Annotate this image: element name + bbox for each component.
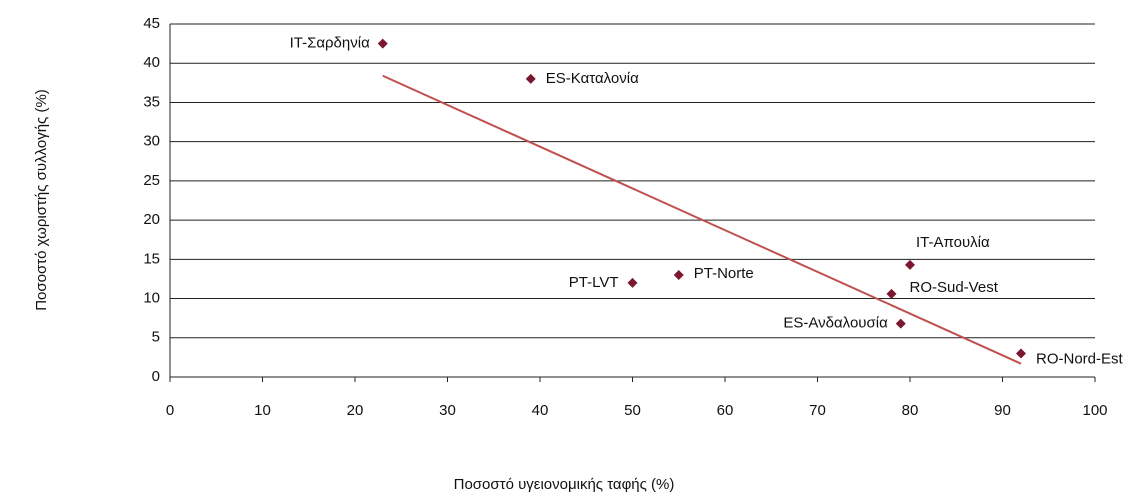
x-axis-label: Ποσοστό υγειονομικής ταφής (%) — [454, 476, 675, 493]
data-point — [673, 270, 684, 281]
point-label: PT-Norte — [694, 265, 754, 282]
point-label: ES-Καταλονία — [546, 70, 639, 87]
y-tick-label: 15 — [143, 250, 160, 267]
x-tick-label: 30 — [439, 402, 456, 419]
y-tick-label: 40 — [143, 54, 160, 71]
x-tick-label: 10 — [254, 402, 271, 419]
point-label: IT-Απουλία — [916, 234, 990, 251]
y-tick-label: 0 — [152, 368, 160, 385]
data-point — [627, 277, 638, 288]
x-tick-label: 0 — [166, 402, 174, 419]
x-tick-label: 60 — [717, 402, 734, 419]
data-point — [895, 318, 906, 329]
data-point — [525, 73, 536, 84]
data-point — [886, 288, 897, 299]
x-tick-label: 100 — [1082, 402, 1107, 419]
y-tick-label: 30 — [143, 133, 160, 150]
point-label: IT-Σαρδηνία — [290, 35, 370, 52]
x-tick-label: 90 — [994, 402, 1011, 419]
y-axis-label: Ποσοστό χωριστής συλλογής (%) — [33, 89, 50, 311]
x-tick-label: 70 — [809, 402, 826, 419]
trend-line — [382, 74, 1022, 365]
x-tick-label: 40 — [532, 402, 549, 419]
x-tick-label: 50 — [624, 402, 641, 419]
x-tick-label: 80 — [902, 402, 919, 419]
y-tick-label: 5 — [152, 329, 160, 346]
x-tick-label: 20 — [347, 402, 364, 419]
data-point — [905, 259, 915, 270]
y-tick-label: 20 — [143, 211, 160, 228]
y-tick-label: 25 — [143, 172, 160, 189]
y-tick-label: 10 — [143, 290, 160, 307]
point-label: PT-LVT — [569, 274, 619, 291]
point-label: RO-Nord-Est — [1036, 350, 1124, 367]
y-tick-label: 35 — [143, 93, 160, 110]
point-label: ES-Ανδαλουσία — [783, 315, 888, 332]
data-point — [1016, 348, 1026, 359]
data-point — [377, 38, 388, 49]
y-tick-label: 45 — [143, 15, 160, 32]
point-label: RO-Sud-Vest — [910, 279, 999, 296]
